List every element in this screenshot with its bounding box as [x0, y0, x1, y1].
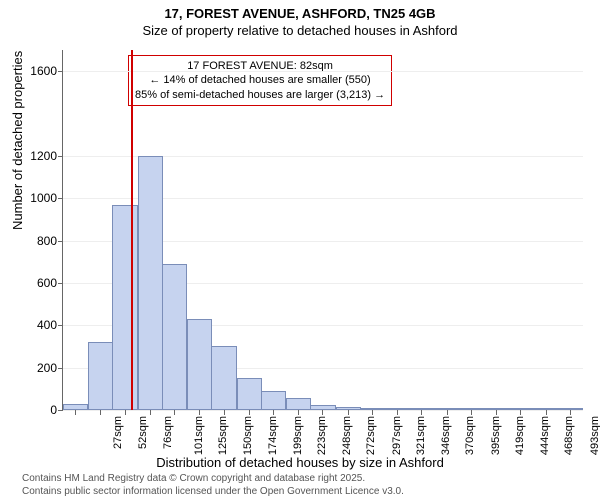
xtick-mark [322, 410, 323, 415]
xtick-mark [273, 410, 274, 415]
xtick-mark [174, 410, 175, 415]
ytick-label: 0 [50, 403, 57, 417]
xtick-mark [249, 410, 250, 415]
histogram-bar [237, 378, 262, 410]
ytick-mark [58, 283, 63, 284]
xtick-label: 174sqm [267, 416, 279, 455]
ytick-mark [58, 410, 63, 411]
histogram-bar [88, 342, 113, 410]
annotation-line3: 85% of semi-detached houses are larger (… [135, 88, 385, 102]
ytick-label: 1600 [30, 64, 57, 78]
histogram-bar [162, 264, 187, 410]
xtick-label: 199sqm [292, 416, 304, 455]
xtick-mark [100, 410, 101, 415]
histogram-bar [187, 319, 212, 410]
ytick-mark [58, 368, 63, 369]
ytick-mark [58, 71, 63, 72]
ytick-label: 200 [37, 361, 57, 375]
xtick-mark [520, 410, 521, 415]
xtick-mark [75, 410, 76, 415]
xtick-label: 101sqm [193, 416, 205, 455]
y-axis-label: Number of detached properties [10, 51, 25, 230]
xtick-label: 76sqm [162, 416, 174, 449]
chart-title-line1: 17, FOREST AVENUE, ASHFORD, TN25 4GB [0, 0, 600, 23]
marker-line [131, 50, 133, 410]
histogram-bar [112, 205, 137, 410]
xtick-mark [397, 410, 398, 415]
xtick-label: 223sqm [316, 416, 328, 455]
x-axis-label: Distribution of detached houses by size … [0, 455, 600, 470]
plot-area: 17 FOREST AVENUE: 82sqm ← 14% of detache… [62, 50, 583, 411]
xtick-label: 419sqm [514, 416, 526, 455]
xtick-label: 150sqm [242, 416, 254, 455]
xtick-mark [471, 410, 472, 415]
xtick-mark [421, 410, 422, 415]
ytick-label: 600 [37, 276, 57, 290]
xtick-mark [298, 410, 299, 415]
annotation-line2: ← 14% of detached houses are smaller (55… [135, 73, 385, 87]
xtick-mark [447, 410, 448, 415]
xtick-label: 395sqm [490, 416, 502, 455]
histogram-bar [138, 156, 163, 410]
chart-container: 17, FOREST AVENUE, ASHFORD, TN25 4GB Siz… [0, 0, 600, 500]
histogram-bar [286, 398, 311, 410]
footer-line1: Contains HM Land Registry data © Crown c… [22, 473, 404, 486]
xtick-mark [348, 410, 349, 415]
xtick-label: 444sqm [539, 416, 551, 455]
ytick-mark [58, 325, 63, 326]
xtick-label: 346sqm [440, 416, 452, 455]
xtick-mark [150, 410, 151, 415]
ytick-mark [58, 156, 63, 157]
xtick-mark [570, 410, 571, 415]
xtick-mark [199, 410, 200, 415]
xtick-label: 297sqm [391, 416, 403, 455]
xtick-mark [496, 410, 497, 415]
xtick-label: 370sqm [465, 416, 477, 455]
ytick-label: 400 [37, 318, 57, 332]
annotation-box: 17 FOREST AVENUE: 82sqm ← 14% of detache… [128, 55, 392, 106]
xtick-label: 321sqm [415, 416, 427, 455]
histogram-bar [261, 391, 286, 410]
xtick-label: 272sqm [366, 416, 378, 455]
xtick-label: 27sqm [112, 416, 124, 449]
xtick-label: 248sqm [341, 416, 353, 455]
ytick-label: 1000 [30, 191, 57, 205]
ytick-mark [58, 241, 63, 242]
footer-line2: Contains public sector information licen… [22, 486, 404, 499]
xtick-mark [125, 410, 126, 415]
xtick-label: 52sqm [137, 416, 149, 449]
ytick-label: 1200 [30, 149, 57, 163]
xtick-mark [546, 410, 547, 415]
histogram-bar [211, 346, 236, 410]
gridline [63, 71, 583, 72]
xtick-mark [224, 410, 225, 415]
footer-attribution: Contains HM Land Registry data © Crown c… [22, 473, 404, 498]
ytick-mark [58, 198, 63, 199]
xtick-label: 125sqm [217, 416, 229, 455]
xtick-label: 468sqm [564, 416, 576, 455]
xtick-label: 493sqm [589, 416, 600, 455]
ytick-label: 800 [37, 234, 57, 248]
xtick-mark [372, 410, 373, 415]
chart-title-line2: Size of property relative to detached ho… [0, 23, 600, 40]
